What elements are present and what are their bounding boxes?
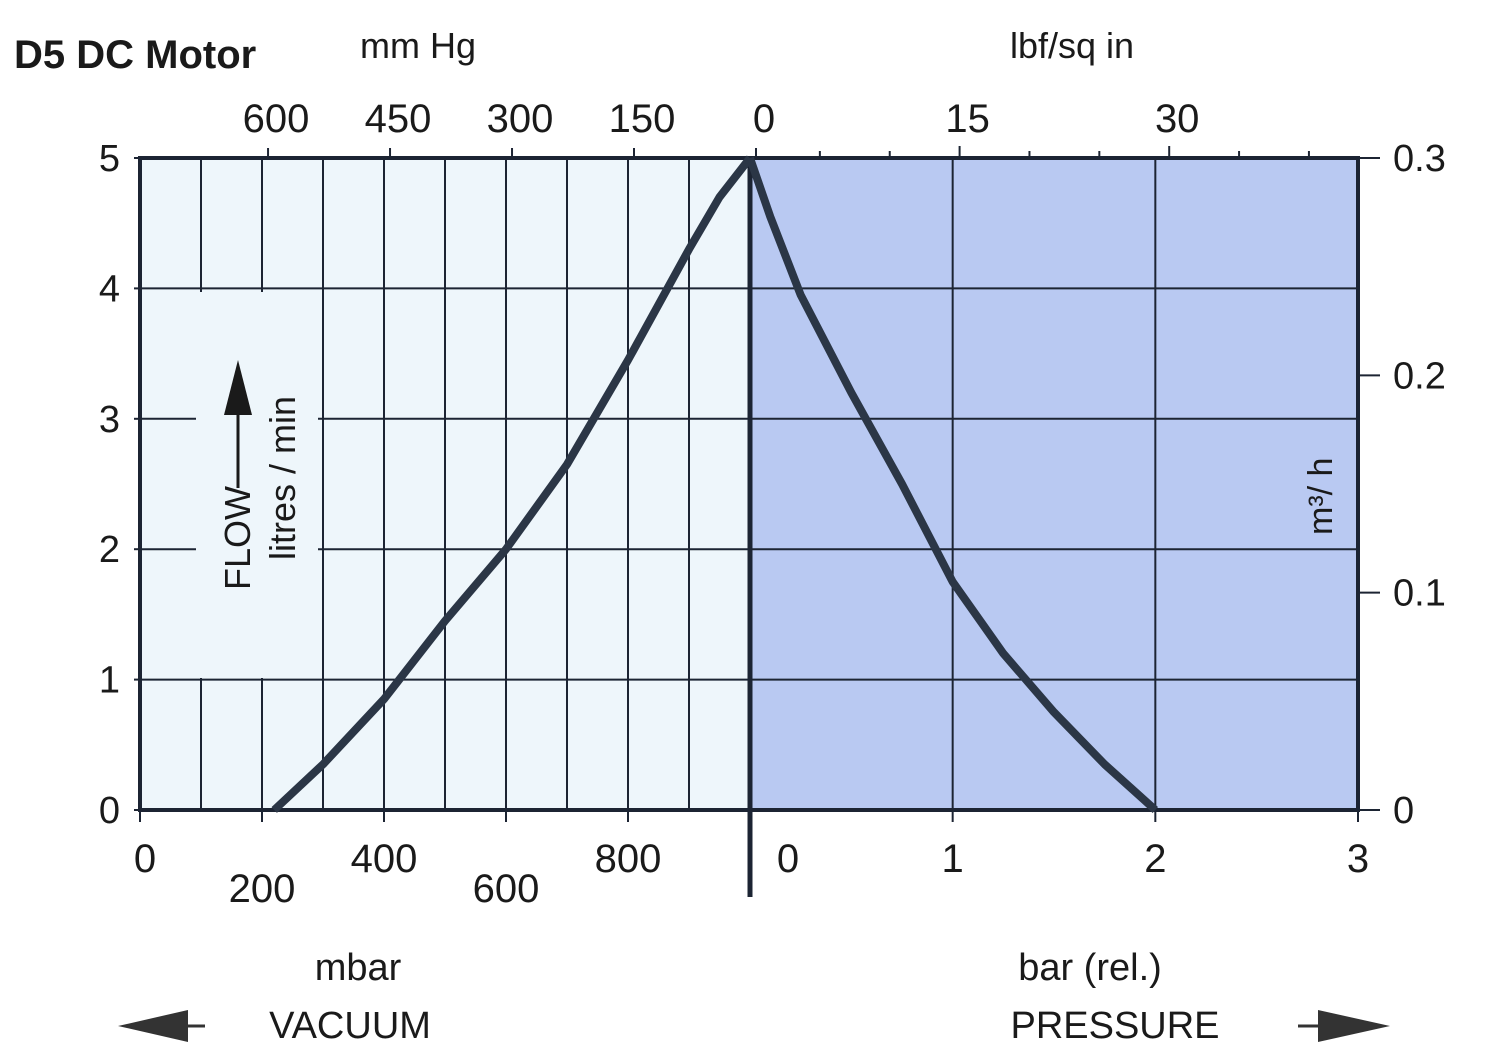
ticks [134,146,1380,897]
flow-axis-label: FLOW litres / min [217,360,303,590]
psi-axis-label: lbf/sq in [1010,25,1134,66]
arrow-up-icon [224,360,252,415]
y2-tick-label: 0.3 [1393,138,1446,180]
mbar-label: mbar [315,947,402,989]
vacuum-curve [271,155,754,813]
mmhg-tick-label: 450 [365,97,432,141]
mmhg-tick-label: 0 [753,97,775,141]
bar-tick-label: 1 [942,837,964,881]
mmhg-tick-label: 600 [243,97,310,141]
mmhg-axis-label: mm Hg [360,25,476,66]
flow-label: FLOW [217,486,258,590]
mmhg-tick-label: 150 [609,97,676,141]
mbar-tick-label: 200 [229,867,296,911]
vacuum-label: VACUUM [269,1005,431,1047]
mbar-tick-label: 400 [351,837,418,881]
psi-tick-label: 15 [945,97,990,141]
flow-label-box [196,292,318,678]
y-tick-label: 5 [99,138,120,180]
arrow-left-icon [118,1010,205,1042]
m3h-axis-label: m³/ h [1302,458,1340,535]
mbar-tick-label: 0 [134,837,156,881]
chart-title: D5 DC Motor [14,33,256,77]
y-tick-label: 2 [99,529,120,571]
arrow-right-icon [1298,1010,1390,1042]
curves [271,155,1159,813]
y-tick-label: 0 [99,790,120,832]
psi-tick-label: 30 [1155,97,1200,141]
bar-tick-label: 0 [777,837,799,881]
m3h-axis-label-wrap: m³/ h [1302,458,1340,535]
y-tick-label: 4 [99,268,120,310]
y2-tick-label: 0 [1393,790,1414,832]
bar-label: bar (rel.) [1018,947,1162,989]
pressure-curve [746,156,1159,813]
mmhg-tick-label: 300 [487,97,554,141]
mbar-tick-label: 800 [595,837,662,881]
pressure-label: PRESSURE [1010,1005,1219,1047]
y2-tick-label: 0.1 [1393,573,1446,615]
mbar-tick-label: 600 [473,867,540,911]
y-tick-label: 3 [99,399,120,441]
bar-tick-label: 2 [1144,837,1166,881]
y2-tick-label: 0.2 [1393,355,1446,397]
pressure-region [750,158,1358,810]
y-tick-label: 1 [99,660,120,702]
flow-unit-label: litres / min [262,396,303,560]
bar-tick-label: 3 [1347,837,1369,881]
